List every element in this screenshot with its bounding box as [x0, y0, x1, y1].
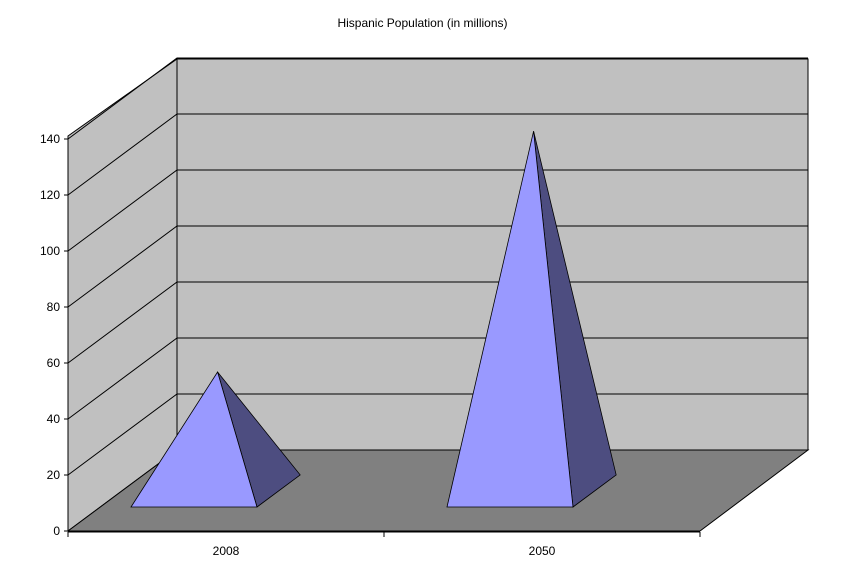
- gridline-40: [67, 337, 808, 420]
- x-tick-label-2008: 2008: [213, 544, 240, 558]
- axes: [64, 136, 701, 537]
- y-tick-label-120: 120: [40, 188, 60, 202]
- bar-2008: [130, 371, 301, 508]
- gridline-100: [67, 169, 808, 252]
- x-tick-label-2050: 2050: [529, 544, 556, 558]
- y-tick-label-140: 140: [40, 132, 60, 146]
- gridline-120: [67, 113, 808, 196]
- gridline-80: [67, 225, 808, 308]
- chart-title: Hispanic Population (in millions): [337, 16, 508, 30]
- chart-walls: [66, 58, 810, 532]
- y-tick-label-40: 40: [47, 412, 61, 426]
- gridlines: [67, 57, 808, 476]
- tick-labels: 0 20 40 60 80 100 120 140 2008 2050: [40, 132, 556, 558]
- y-tick-label-20: 20: [47, 468, 61, 482]
- bars: [130, 131, 617, 508]
- y-tick-label-0: 0: [53, 524, 60, 538]
- y-tick-label-100: 100: [40, 244, 60, 258]
- gridline-20: [67, 393, 808, 476]
- bar-2050: [446, 131, 617, 508]
- y-tick-label-60: 60: [47, 356, 61, 370]
- bar-front-face: [446, 131, 574, 508]
- gridline-60: [67, 281, 808, 364]
- y-tick-label-80: 80: [47, 300, 61, 314]
- bar-front-face: [130, 371, 258, 508]
- gridline-140: [67, 57, 808, 140]
